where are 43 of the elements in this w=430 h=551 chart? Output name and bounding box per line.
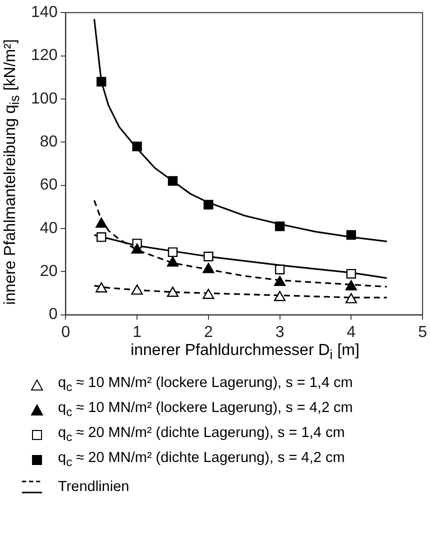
y-tick-label: 20 [40,263,58,280]
y-tick-label: 140 [30,4,58,22]
y-tick-label: 40 [40,220,58,237]
x-tick-label: 5 [418,324,428,341]
x-axis-title: innerer Pfahldurchmesser D$_{i}$ [m] [130,342,360,362]
point [274,290,286,302]
x-tick-label: 2 [204,324,213,341]
x-tick-label: 4 [346,324,356,341]
point [96,282,108,292]
point [131,243,143,254]
legend-label: q$_{c}$ ≈ 20 MN/m² (dichte Lagerung), s = 4,2 cm [58,450,345,469]
x-tick-label: 1 [132,324,142,341]
point [166,256,179,267]
point [346,268,356,279]
point [96,218,108,228]
point [96,76,106,87]
y-tick-label: 100 [30,90,58,108]
point [168,247,178,258]
point [204,200,214,210]
point [274,276,286,286]
legend-label: q$_{c}$ ≈ 10 MN/m² (lockere Lagerung), s = 1,4 cm [58,375,353,394]
point [202,262,214,274]
point [345,280,357,290]
point [204,252,214,262]
y-tick-label: 60 [40,176,58,194]
legend-label: Trendlinien [58,479,130,495]
x-tick-label: 0 [61,324,70,341]
point [346,230,356,240]
point [131,284,143,295]
point [96,232,106,242]
point [274,221,285,232]
point [132,142,142,152]
y-tick-label: 120 [30,47,58,64]
x-tick-label: 3 [275,324,284,341]
point [166,286,179,297]
y-tick-label: 80 [40,134,58,151]
point [345,293,357,304]
point [168,176,178,186]
point [274,264,285,274]
point [202,288,214,299]
y-tick-label: 0 [48,306,58,324]
legend-label: q$_{c}$ ≈ 20 MN/m² (dichte Lagerung), s = 1,4 cm [58,425,345,444]
legend-label: q$_{c}$ ≈ 10 MN/m² (lockere Lagerung), s = 4,2 cm [58,400,353,419]
